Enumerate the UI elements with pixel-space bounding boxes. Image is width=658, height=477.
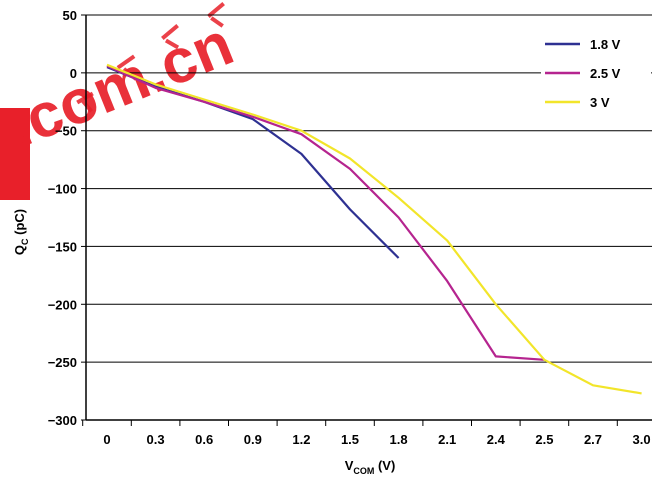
y-tick-label: −100 [48, 182, 77, 197]
series-line-2.5v [106, 64, 545, 361]
series-lines [106, 63, 642, 395]
x-tick-label: 0 [103, 432, 110, 447]
x-axis-title-main: V [345, 458, 354, 473]
y-axis-title: QC (pC) [12, 209, 30, 255]
y-tick-label: −200 [48, 297, 77, 312]
y-tick-label: −300 [48, 413, 77, 428]
y-tick-label: 0 [70, 66, 77, 81]
legend-background [541, 92, 651, 112]
x-tick-label: 2.5 [535, 432, 553, 447]
legend: 1.8 V 2.5 V 3 V [541, 34, 651, 112]
legend-label: 3 V [590, 95, 610, 110]
x-tick-label: 0.9 [244, 432, 262, 447]
y-tick-label: −150 [48, 239, 77, 254]
y-tick-label: −250 [48, 355, 77, 370]
legend-background [541, 63, 651, 83]
legend-label: 1.8 V [590, 37, 621, 52]
x-tick-label: 2.7 [584, 432, 602, 447]
y-axis-title-unit: (pC) [12, 209, 27, 239]
x-axis-title: VCOM (V) [345, 458, 396, 476]
x-tick-label: 2.1 [438, 432, 456, 447]
y-axis-title-main: Q [12, 245, 27, 255]
x-axis-title-sub: COM [353, 466, 374, 476]
x-axis-title-unit: (V) [374, 458, 395, 473]
x-tick-label: 1.8 [390, 432, 408, 447]
x-tick-label: 1.5 [341, 432, 359, 447]
y-axis-title-sub: C [20, 238, 30, 245]
watermark-left-stripe [0, 108, 30, 200]
x-tick-label: 3.0 [633, 432, 651, 447]
legend-label: 2.5 V [590, 66, 621, 81]
legend-background [541, 34, 651, 54]
y-tick-label: 50 [63, 8, 77, 23]
x-tick-label: 0.3 [147, 432, 165, 447]
axes [81, 14, 652, 426]
tick-labels: 50 0 −50 −100 −150 −200 −250 −300 0 0.3 0.6 0.9 1.2 1… [48, 8, 651, 447]
x-tick-label: 1.2 [292, 432, 310, 447]
y-tick-label: −50 [55, 124, 77, 139]
x-tick-label: 2.4 [487, 432, 506, 447]
series-line-3v [106, 63, 642, 395]
watermark-text: .com.cn [0, 9, 242, 161]
x-tick-label: 0.6 [195, 432, 213, 447]
